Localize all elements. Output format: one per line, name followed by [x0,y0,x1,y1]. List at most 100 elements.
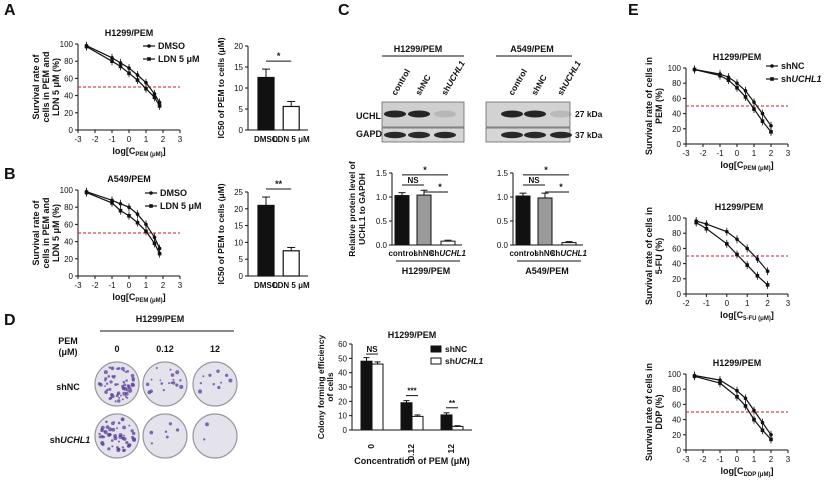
colony [103,430,106,433]
y-axis-label: cells in PEM and [41,197,51,268]
y-tick-label: 100 [668,64,682,73]
colony [171,381,176,385]
pem-label: PEM [58,336,78,346]
colony [104,379,107,382]
colony [98,432,101,436]
colony [150,378,153,381]
y-tick-label: 20 [672,125,681,134]
colony [105,425,110,429]
x-axis-label: log[CPEM (μM)] [112,146,165,158]
colony [145,382,150,387]
colony [205,422,209,427]
x-tick-label: -2 [682,299,690,308]
y-tick-label: 0.0 [376,241,388,250]
colony [217,385,221,390]
x-tick-label: control [388,249,415,258]
colony [212,383,215,386]
colony [116,427,119,430]
colony [125,440,129,445]
x-tick-label: -3 [74,281,82,290]
colony [118,433,123,438]
legend-label: shNC [445,344,467,354]
y-tick-label: 25 [234,188,243,197]
x-tick-label: -1 [716,149,724,158]
y-tick-label: 80 [672,385,681,394]
colony [162,388,166,392]
legend-swatch [430,357,442,365]
y-tick-label: 40 [672,110,681,119]
concentration-label: 0 [114,344,119,354]
x-tick-label: 12 [446,444,456,454]
colony [107,375,111,378]
legend-marker [147,44,151,48]
legend-marker [147,57,151,61]
x-tick-label: -3 [682,455,690,464]
sig-marker: * [544,165,548,175]
colony [116,383,119,386]
y-axis-label: Survival rate of cells in [644,363,654,461]
colony [111,445,114,448]
colony [216,369,220,373]
colony [149,389,153,394]
y-tick-label: 40 [338,369,347,378]
y-tick-label: 5 [239,105,244,114]
x-tick-label: 2 [769,149,774,158]
sig-marker: * [438,182,442,192]
legend-marker [770,77,774,81]
y-tick-label: 0 [239,126,244,135]
y-tick-label: 60 [64,74,73,83]
y-axis-label: LDN 5 μM (%) [51,58,61,116]
y-tick-label: 15 [234,63,243,72]
colony [114,383,118,387]
lane-label: shNC [413,73,433,97]
x-axis-label: Concentration of PEM (μM) [354,456,470,466]
colony [150,442,154,445]
colony [123,387,128,391]
colony [113,433,117,438]
blot-row-label-uchl1: UCHL1 [356,111,386,121]
x-tick-label: 3 [786,455,791,464]
x-tick-label: 1 [144,135,149,144]
chart-title: H1299/PEM [713,52,762,62]
y-tick-label: 5 [239,255,244,264]
colony [104,377,108,381]
sig-marker: NS [366,345,378,354]
lane-label: shUCHL1 [555,59,583,97]
y-tick-label: 0 [677,140,682,149]
colony [111,427,116,432]
blot-row-label-gapdh: GAPDH [356,129,389,139]
x-tick-label: 2 [769,455,774,464]
bar [561,242,577,246]
colony [121,446,125,449]
x-tick-label: 2 [161,135,166,144]
x-tick-label: -1 [716,455,724,464]
bar [371,363,384,431]
y-tick-label: 0.5 [497,217,509,226]
y-axis-label: IC50 of PEM to cells (μM) [216,37,226,138]
culture-plate [142,413,188,459]
x-tick-label: 0 [366,444,376,449]
sig-marker: ** [275,179,283,189]
bar [440,240,456,246]
colony [220,381,223,384]
colony [117,447,121,451]
blot-title-right: A549/PEM [510,44,554,54]
x-axis-label: log[CPEM (μM)] [112,292,165,304]
colony [128,424,131,427]
sig-marker: NS [528,176,540,185]
bar [515,195,531,246]
y-axis-label: Survival rate of [31,199,41,265]
colony [197,389,203,394]
concentration-label: 12 [210,344,220,354]
bar [451,425,464,431]
panel-d: H1299/PEM PEM(μM) 0 0.12 12 shNC shUCHL1 0 10 20 3… [50,314,484,466]
blot-band-uchl1 [550,110,572,118]
colony [170,381,173,384]
x-tick-label: 0 [127,281,132,290]
legend-swatch [430,345,442,353]
y-tick-label: 40 [64,92,73,101]
chart-title: H1299/PEM [713,358,762,368]
y-tick-label: 60 [672,400,681,409]
y-tick-label: 1.5 [497,169,509,178]
